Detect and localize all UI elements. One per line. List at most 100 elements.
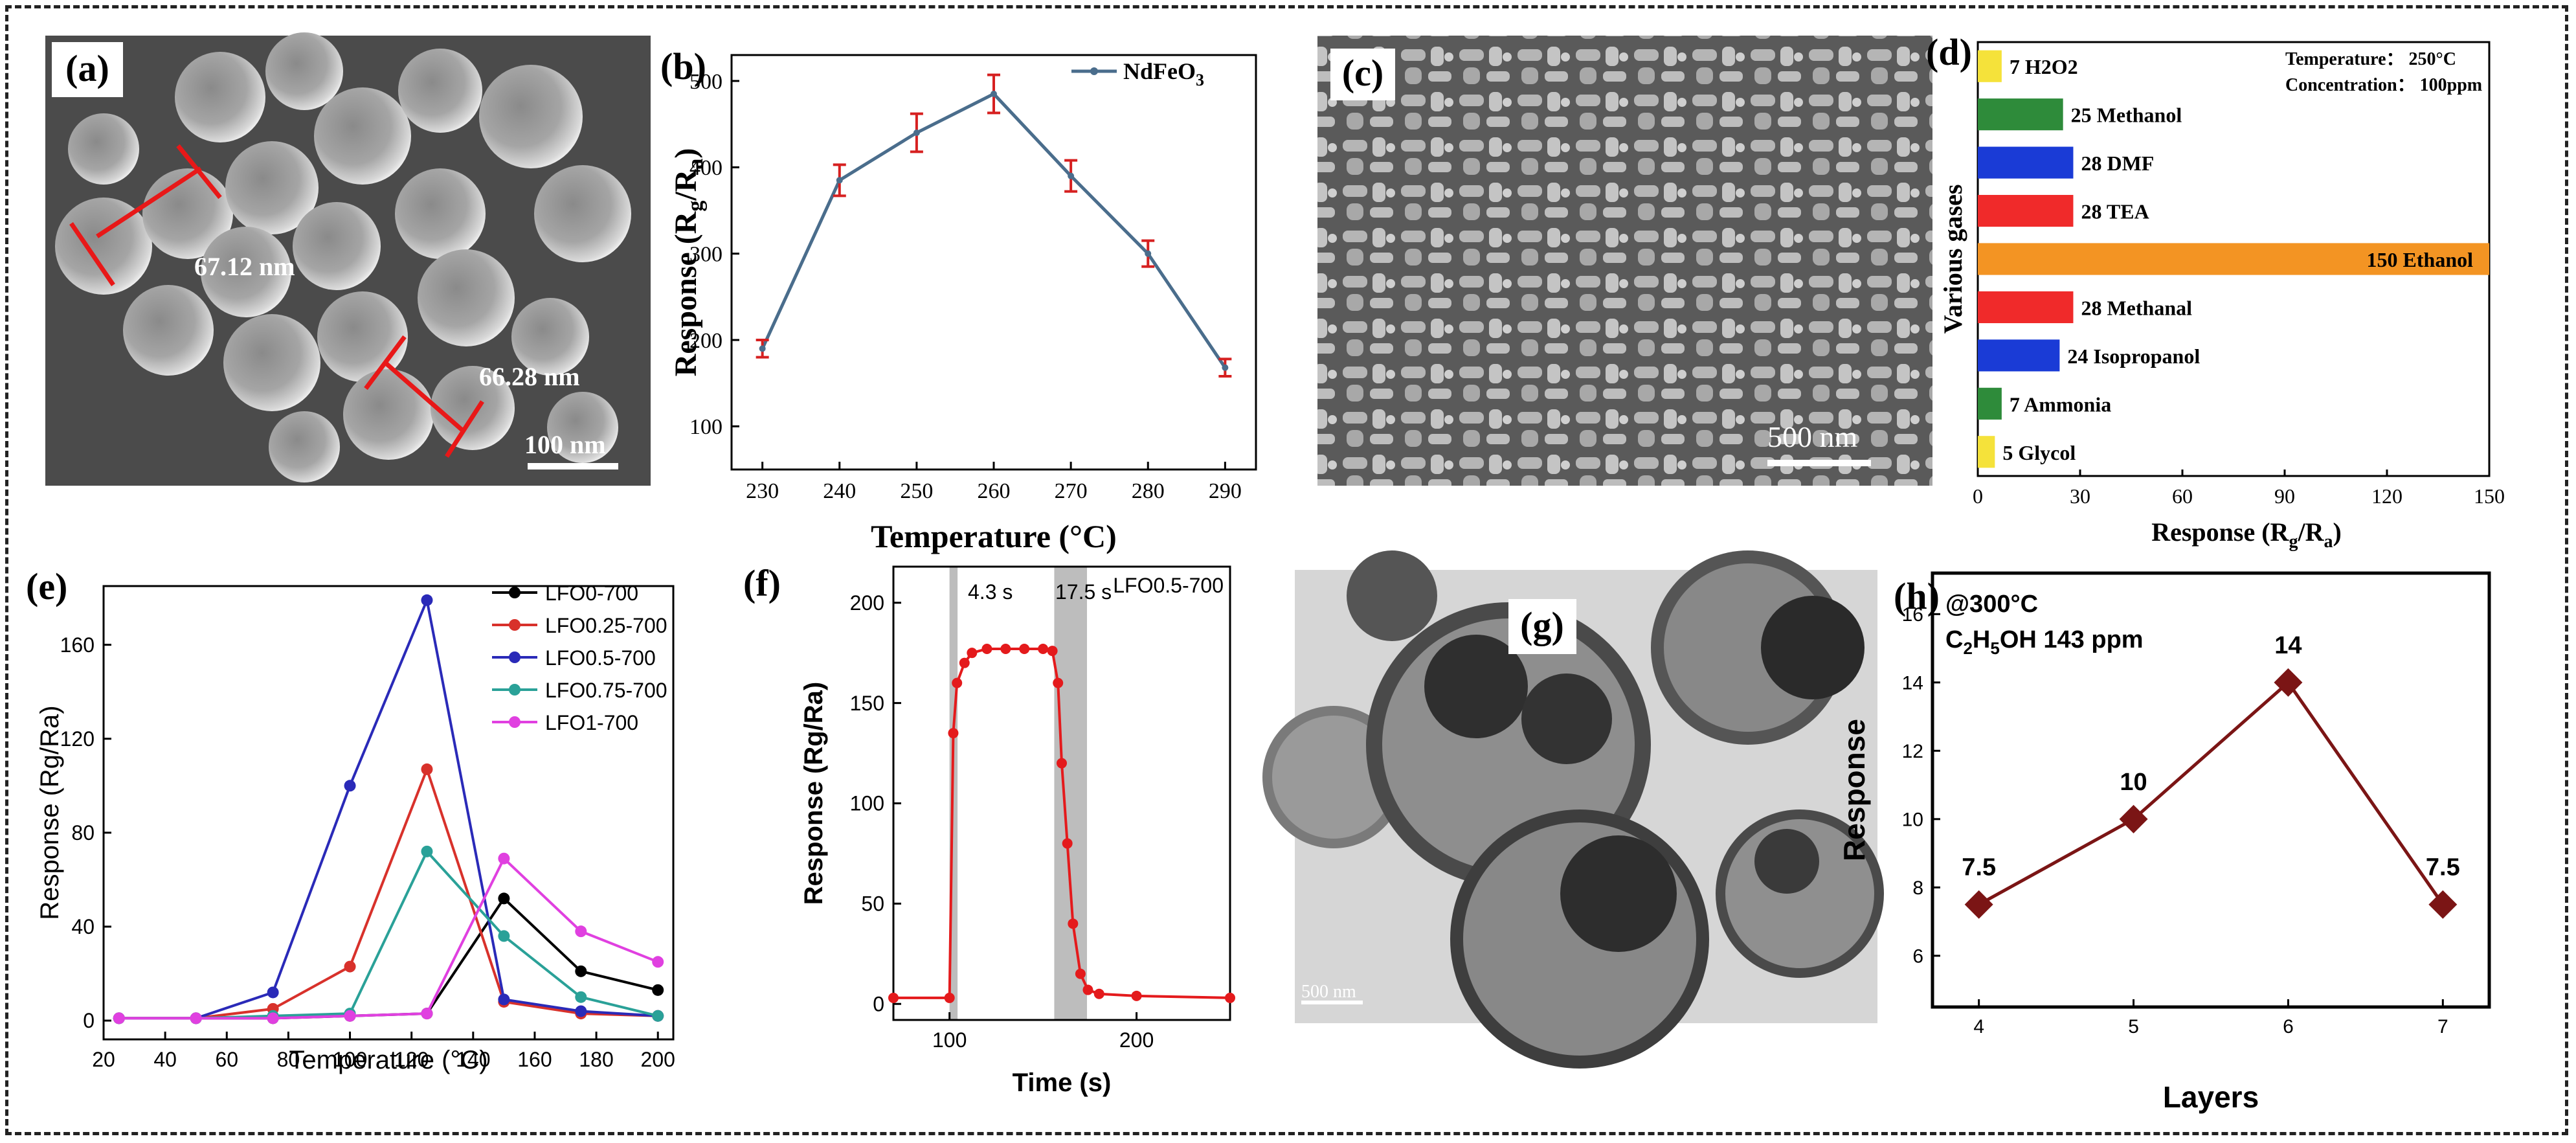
y-tick-label: 8: [1912, 877, 1923, 899]
y-tick-label: 50: [861, 892, 884, 916]
condition-gas: C2H5OH 143 ppm: [1945, 626, 2144, 658]
bar-methanal: [1978, 291, 2074, 324]
recovery-time-label: 17.5 s: [1055, 580, 1112, 604]
y-tick-label: 500: [689, 70, 722, 94]
x-tick-label: 20: [92, 1048, 115, 1071]
sem-image-c: [1317, 36, 1932, 486]
scale-bar-label-g: 500 nm: [1301, 982, 1356, 1002]
legend-label: LFO0.75-700: [545, 679, 667, 702]
legend-label: NdFeO3: [1123, 58, 1204, 89]
chart-f: 100 200 0 50 100 150 200 4.3 s 17.5 s LFO0.5-700 T…: [743, 562, 1235, 1097]
bar-isopropanol: [1978, 339, 2060, 372]
x-tick-label: 40: [153, 1048, 177, 1071]
y-tick-label: 100: [850, 792, 884, 815]
data-point: [575, 965, 587, 977]
x-tick-label: 100: [333, 1048, 367, 1071]
y-tick-label: 100: [689, 415, 722, 439]
bar-label: 7 H2O2: [2010, 55, 2078, 78]
data-point: [344, 1010, 356, 1022]
x-tick-label: 5: [2128, 1016, 2139, 1037]
y-axis-title: Various gases: [1938, 185, 1967, 334]
data-point: [190, 1012, 202, 1024]
y-tick-label: 12: [1902, 741, 1923, 762]
data-point: [421, 845, 433, 857]
y-tick-label: 14: [1902, 672, 1923, 694]
panel-label-b: (b): [660, 45, 706, 87]
series-line-lfo1-700: [118, 856, 658, 1020]
y-tick-label: 160: [60, 633, 95, 657]
data-point: [652, 1010, 664, 1022]
data-point: [1222, 364, 1229, 371]
x-tick-label: 30: [2070, 484, 2090, 508]
data-point: [498, 930, 510, 942]
panel-label-c: (c): [1342, 52, 1383, 94]
panel-label-bg-a: [52, 42, 123, 97]
data-point: [267, 1012, 279, 1024]
data-point: [421, 763, 433, 775]
data-point: [2274, 668, 2303, 697]
plot-frame: [1931, 571, 2491, 1009]
y-tick-label: 16: [1902, 604, 1923, 626]
data-point: [344, 780, 356, 792]
x-tick-label: 280: [1132, 479, 1165, 503]
x-tick-label: 160: [517, 1048, 552, 1071]
scale-bar-label-c: 500 nm: [1767, 420, 1858, 453]
data-point: [1082, 984, 1093, 995]
legend-marker: [509, 684, 521, 696]
data-point: [991, 91, 997, 97]
data-label: 10: [2120, 769, 2147, 796]
y-tick-label: 0: [83, 1009, 95, 1032]
data-point: [113, 1012, 125, 1024]
x-axis-title: Temperature (°C): [871, 518, 1117, 554]
bar-label: 25 Methanol: [2071, 104, 2182, 127]
data-point: [1964, 890, 1993, 919]
data-label: 7.5: [2426, 854, 2460, 881]
panel-label-bg-g: [1508, 599, 1576, 654]
data-point: [1047, 646, 1058, 657]
data-point: [913, 130, 920, 136]
data-point: [944, 992, 955, 1003]
legend-marker: [509, 651, 521, 663]
y-tick-label: 300: [689, 243, 722, 267]
panel-label-e: (e): [26, 565, 67, 607]
data-point: [2119, 804, 2148, 833]
x-axis-title: Temperature (°C): [289, 1046, 487, 1074]
plot-frame: [730, 54, 1257, 471]
y-tick-label: 200: [850, 591, 884, 615]
data-point: [498, 993, 510, 1006]
panel-label-g: (g): [1520, 604, 1564, 646]
data-point: [267, 986, 279, 999]
legend-marker: [1090, 67, 1098, 75]
x-tick-label: 230: [746, 479, 779, 503]
bar-label: 28 DMF: [2081, 152, 2154, 175]
figure-border: [5, 5, 2568, 1135]
bar-label: 24 Isopropanol: [2067, 345, 2200, 368]
x-tick-label: 250: [900, 479, 933, 503]
data-point: [948, 728, 959, 739]
scale-bar-label-a: 100 nm: [524, 430, 606, 459]
series-line-lfo0.5-700: [118, 595, 658, 1020]
x-tick-label: 120: [2371, 484, 2402, 508]
y-tick-label: 6: [1912, 945, 1923, 967]
data-point: [952, 677, 963, 688]
legend-label: LFO0.25-700: [545, 614, 667, 637]
data-point: [575, 1005, 587, 1017]
x-tick-label: 7: [2437, 1016, 2448, 1037]
x-tick-label: 60: [2172, 484, 2193, 508]
bar-label: 28 TEA: [2081, 200, 2149, 223]
data-point: [575, 991, 587, 1003]
x-tick-label: 270: [1055, 479, 1088, 503]
x-tick-label: 200: [1119, 1028, 1154, 1052]
size-markers-a: [69, 144, 484, 458]
y-tick-label: 40: [71, 915, 95, 938]
y-axis-title: Response (Rg/Ra): [669, 148, 708, 377]
bar-ammonia: [1978, 387, 2002, 420]
data-label: 7.5: [1962, 854, 1996, 881]
data-point: [2428, 890, 2458, 919]
data-point: [759, 345, 766, 352]
x-axis-title: Response (Rg/Ra): [2151, 517, 2342, 552]
bar-h2o2: [1978, 50, 2002, 82]
data-point: [1075, 968, 1086, 979]
x-tick-label: 60: [215, 1048, 238, 1071]
